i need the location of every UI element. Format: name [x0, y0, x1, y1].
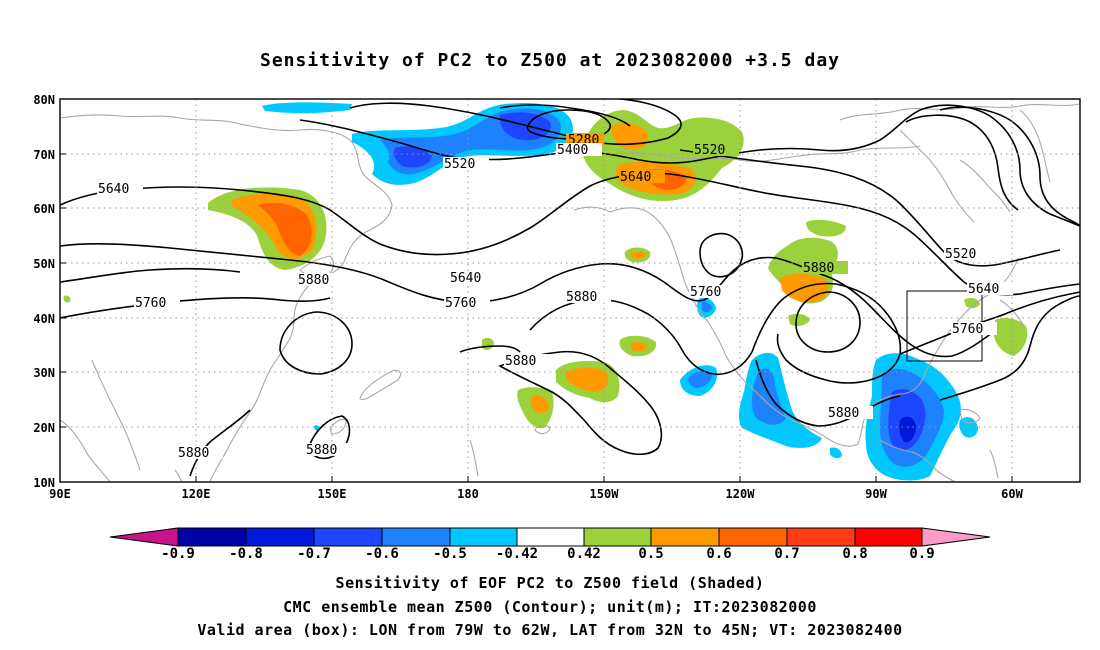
negative-patch-mexico [738, 352, 822, 448]
contour-label: 5880 [565, 290, 611, 305]
colorbar-label: -0.9 [161, 546, 195, 562]
footer-valid-area-caption: Valid area (box): LON from 79W to 62W, L… [197, 621, 903, 639]
lat-label: 70N [33, 148, 55, 162]
gridlines [60, 99, 1080, 482]
svg-text:5880: 5880 [803, 261, 834, 276]
colorbar-high-triangle [921, 527, 991, 547]
colorbar-box [650, 527, 720, 547]
colorbar-label: -0.7 [297, 546, 331, 562]
contour-label: 5520 [944, 247, 990, 262]
axis-ticks [60, 153, 1013, 482]
svg-text:5760: 5760 [135, 296, 166, 311]
svg-text:5400: 5400 [557, 143, 588, 158]
contour-label: 5640 [967, 282, 1013, 297]
lon-label: 120E [182, 487, 211, 501]
contour-labels: 5280 5400 5520 5520 5520 5640 5640 5640 … [97, 133, 1013, 461]
colorbar-label: 0.5 [638, 546, 663, 562]
colorbar-box [245, 527, 315, 547]
svg-text:5880: 5880 [566, 290, 597, 305]
contour-label: 5880 [504, 354, 550, 369]
lat-label: 30N [33, 366, 55, 380]
colorbar-label: 0.8 [842, 546, 867, 562]
svg-text:5520: 5520 [945, 247, 976, 262]
svg-text:5520: 5520 [444, 157, 475, 172]
colorbar-label: -0.6 [365, 546, 399, 562]
colorbar-label: 0.6 [706, 546, 731, 562]
colorbar-box [854, 527, 923, 547]
lon-label: 150W [590, 487, 620, 501]
shaded-sensitivity [63, 102, 1028, 481]
footer-shading-caption: Sensitivity of EOF PC2 to Z500 field (Sh… [335, 574, 765, 592]
contour-label: 5520 [693, 143, 739, 158]
longitude-labels: 90E 120E 150E 180 150W 120W 90W 60W [49, 487, 1023, 501]
contour-label: 5880 [305, 443, 351, 458]
colorbar-box [449, 527, 518, 547]
colorbar-box [381, 527, 451, 547]
colorbar-box [177, 527, 247, 547]
colorbar-label: -0.8 [229, 546, 263, 562]
contour-label: 5640 [619, 170, 665, 185]
colorbar-label: -0.5 [433, 546, 467, 562]
lon-label: 150E [318, 487, 347, 501]
contour-label: 5640 [449, 271, 495, 286]
colorbar-low-triangle [109, 527, 179, 547]
lon-label: 90W [865, 487, 887, 501]
contour-label: 5760 [444, 296, 490, 311]
contour-label: 5760 [134, 296, 180, 311]
svg-text:5640: 5640 [450, 271, 481, 286]
map-title: Sensitivity of PC2 to Z500 at 2023082000… [259, 50, 840, 71]
contour-label: 5880 [297, 273, 343, 288]
contour-label: 5760 [951, 322, 997, 337]
colorbar-label: 0.42 [567, 546, 601, 562]
footer-contour-caption: CMC ensemble mean Z500 (Contour); unit(m… [283, 598, 817, 616]
colorbar-label: 0.9 [909, 546, 934, 562]
lat-label: 20N [33, 421, 55, 435]
contour-label: 5880 [177, 446, 223, 461]
lon-label: 90E [49, 487, 71, 501]
colorbar-box [786, 527, 856, 547]
contour-label: 5640 [97, 182, 143, 197]
lat-label: 60N [33, 202, 55, 216]
svg-text:5880: 5880 [828, 406, 859, 421]
lat-label: 40N [33, 312, 55, 326]
lat-label: 80N [33, 93, 55, 107]
svg-text:5520: 5520 [694, 143, 725, 158]
colorbar-box [313, 527, 383, 547]
svg-text:5760: 5760 [690, 285, 721, 300]
colorbar-box [718, 527, 788, 547]
negative-patch-arctic [262, 102, 352, 114]
lon-label: 60W [1001, 487, 1023, 501]
contour-label: 5880 [827, 406, 873, 421]
colorbar-label: -0.42 [496, 546, 538, 562]
svg-text:5880: 5880 [298, 273, 329, 288]
contour-label: 5760 [689, 285, 735, 300]
contour-label: 5400 [556, 143, 602, 158]
latitude-labels: 80N 70N 60N 50N 40N 30N 20N 10N [33, 93, 55, 490]
svg-text:5640: 5640 [620, 170, 651, 185]
svg-text:5880: 5880 [505, 354, 536, 369]
contour-label: 5880 [802, 261, 848, 276]
colorbar-label: 0.7 [774, 546, 799, 562]
lat-label: 10N [33, 476, 55, 490]
lat-label: 50N [33, 257, 55, 271]
svg-text:5760: 5760 [445, 296, 476, 311]
colorbar-box [583, 527, 652, 547]
colorbar-box [516, 527, 585, 547]
svg-text:5640: 5640 [98, 182, 129, 197]
coastlines [60, 103, 1080, 482]
svg-text:5760: 5760 [952, 322, 983, 337]
lon-label: 180 [457, 487, 479, 501]
lon-label: 120W [726, 487, 756, 501]
svg-text:5880: 5880 [306, 443, 337, 458]
plot-frame [59, 98, 1081, 483]
svg-text:5640: 5640 [968, 282, 999, 297]
contour-label: 5520 [443, 157, 489, 172]
svg-text:5880: 5880 [178, 446, 209, 461]
colorbar: -0.9 -0.8 -0.7 -0.6 -0.5 -0.42 0.42 0.5 … [109, 527, 991, 562]
